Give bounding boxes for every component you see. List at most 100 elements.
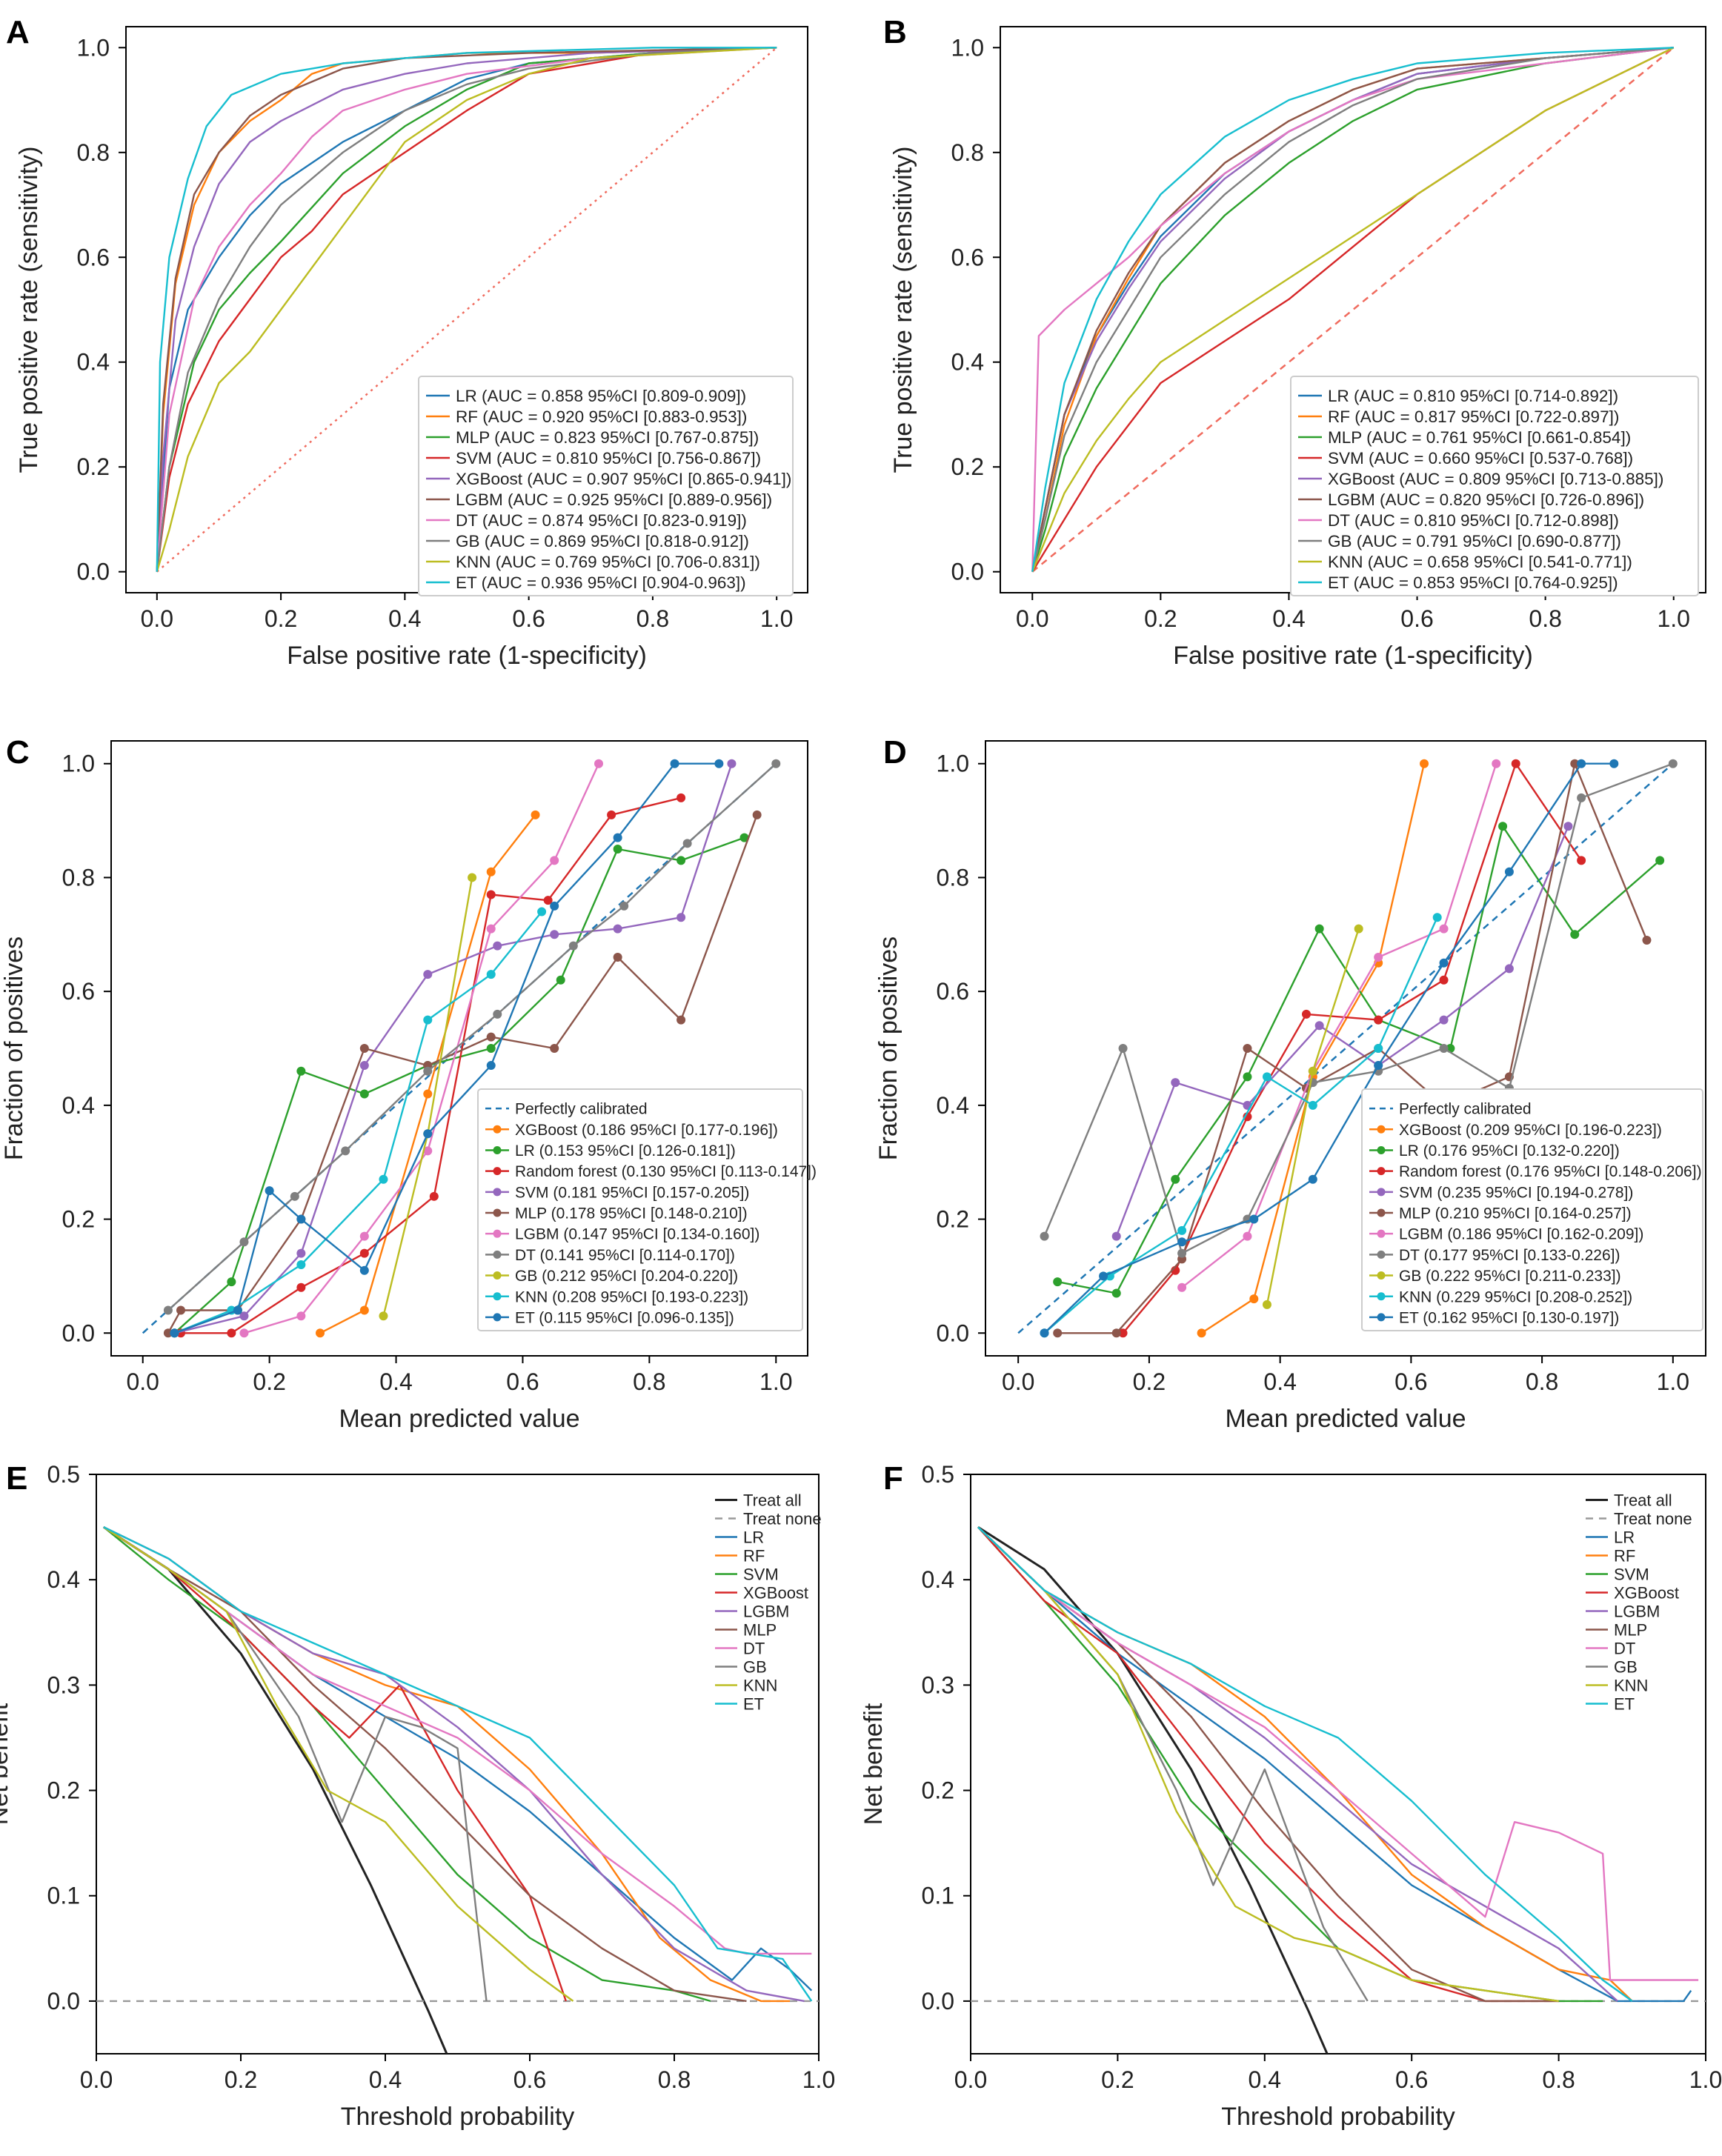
x-axis-label: False positive rate (1-specificity) [287, 642, 647, 670]
data-point [1177, 1248, 1187, 1258]
data-point [1563, 822, 1573, 831]
y-tick-label: 0.4 [62, 1092, 95, 1119]
series-line-dt [167, 762, 777, 1311]
y-tick-label: 0.6 [937, 978, 969, 1005]
data-point [341, 1146, 350, 1156]
data-point [1053, 1328, 1063, 1338]
data-point [1171, 1078, 1180, 1088]
legend-entry: MLP (0.178 95%CI [0.148-0.210]) [515, 1205, 748, 1222]
legend-marker [493, 1229, 502, 1238]
data-point [486, 1032, 496, 1042]
data-point [1577, 793, 1586, 802]
legend-entry: Perfectly calibrated [1399, 1101, 1532, 1118]
x-tick-label: 0.4 [1263, 1368, 1296, 1395]
series-line-et [1031, 47, 1674, 572]
legend-entry: ET (AUC = 0.936 95%CI [0.904-0.963]) [456, 573, 746, 592]
legend-marker [493, 1145, 502, 1154]
y-tick-label: 0.0 [47, 1988, 80, 2014]
y-tick-label: 0.2 [47, 1777, 80, 1804]
data-point [1177, 1225, 1187, 1235]
y-tick-label: 1.0 [77, 34, 110, 61]
plot-area [156, 47, 777, 573]
data-point [613, 924, 622, 934]
legend-marker [493, 1271, 502, 1280]
legend-entry: LR (AUC = 0.858 95%CI [0.809-0.909]) [456, 387, 746, 405]
data-point [752, 810, 762, 819]
data-point [682, 839, 692, 848]
x-tick-label: 0.2 [1101, 2066, 1134, 2093]
legend-marker [1377, 1229, 1386, 1238]
y-axis-label: Fraction of positives [0, 936, 28, 1160]
data-point [379, 1311, 388, 1321]
data-point [1262, 1072, 1271, 1082]
panel-e: E 0.0 0.2 0.4 0.6 0.8 1.0 0.0 0.1 0.2 0.3 0.4 0.5 Thr… [0, 1460, 835, 2131]
x-axis-label: Threshold probability [341, 2103, 575, 2131]
legend-entry: KNN [1614, 1676, 1648, 1694]
data-point [1053, 1277, 1063, 1287]
data-point [1197, 1328, 1206, 1338]
series-line-lr [977, 1526, 1692, 2003]
panel-label: B [883, 14, 907, 50]
data-point [613, 845, 622, 854]
x-axis-label: Mean predicted value [1225, 1405, 1466, 1433]
legend-marker [1377, 1271, 1386, 1280]
legend-entry: LGBM (AUC = 0.925 95%CI [0.889-0.956]) [456, 490, 772, 509]
series-line-svm [103, 1526, 711, 2003]
data-point [1374, 1015, 1383, 1025]
legend-entry: ET [1614, 1694, 1635, 1713]
x-tick-label: 0.0 [80, 2066, 113, 2093]
legend-marker [1377, 1292, 1386, 1301]
data-point [493, 941, 502, 951]
y-tick-label: 0.2 [77, 453, 110, 480]
data-point [429, 1191, 439, 1201]
y-tick-label: 0.1 [922, 1883, 954, 1909]
x-tick-label: 1.0 [1689, 2066, 1722, 2093]
data-point [486, 1061, 496, 1071]
data-point [423, 1015, 433, 1025]
legend-entry: Random forest (0.130 95%CI [0.113-0.147]… [515, 1163, 817, 1180]
legend-entry: Random forest (0.176 95%CI [0.148-0.206]… [1399, 1163, 1702, 1180]
legend: LR (AUC = 0.810 95%CI [0.714-0.892]) RF (… [1290, 376, 1699, 596]
series-line-et [1043, 762, 1615, 1334]
data-point [379, 1174, 388, 1184]
legend-entry: XGBoost [743, 1583, 808, 1602]
data-point [170, 1328, 179, 1338]
legend-marker [493, 1208, 502, 1217]
data-point [1498, 822, 1508, 831]
y-tick-label: 0.6 [77, 244, 110, 270]
x-tick-label: 0.8 [1529, 605, 1561, 632]
series-line-gb [1031, 47, 1674, 572]
y-tick-label: 0.4 [47, 1566, 80, 1593]
legend-marker [493, 1188, 502, 1197]
data-point [568, 941, 578, 951]
data-point [359, 1231, 369, 1241]
legend-entry: RF (AUC = 0.920 95%CI [0.883-0.953]) [456, 407, 747, 426]
legend-entry: ET (0.162 95%CI [0.130-0.197]) [1399, 1309, 1619, 1326]
y-tick-label: 1.0 [937, 751, 969, 777]
legend-marker [493, 1292, 502, 1301]
plot-frame [970, 1474, 1706, 2054]
x-tick-label: 0.6 [1394, 1368, 1427, 1395]
series-line-svm [1115, 825, 1569, 1237]
x-tick-label: 0.0 [141, 605, 173, 632]
data-point [550, 856, 559, 865]
legend-entry: XGBoost (0.209 95%CI [0.196-0.223]) [1399, 1122, 1662, 1139]
legend-entry: GB (AUC = 0.869 95%CI [0.818-0.912]) [456, 532, 749, 550]
data-point [1040, 1328, 1049, 1338]
data-point [676, 1015, 686, 1025]
legend-entry: GB [743, 1657, 767, 1676]
panel-label: A [6, 14, 30, 50]
data-point [1668, 759, 1678, 768]
legend-entry: RF [743, 1546, 765, 1565]
series-line-mlp [1057, 762, 1648, 1334]
data-point [676, 856, 686, 865]
y-tick-label: 0.6 [951, 244, 984, 270]
y-axis-label: Net benefit [0, 1703, 13, 1825]
data-point [1301, 1009, 1311, 1019]
legend-entry: KNN (0.229 95%CI [0.208-0.252]) [1399, 1288, 1632, 1305]
legend-marker [1377, 1188, 1386, 1197]
legend: Perfectly calibrated XGBoost (0.186 95%CI… [477, 1088, 817, 1331]
panel-f: F 0.0 0.2 0.4 0.6 0.8 1.0 0.0 0.1 0.2 0.3 0.4 0.5 Thr… [860, 1460, 1722, 2131]
panel-label: E [6, 1460, 27, 1497]
y-axis-label: Net benefit [860, 1703, 888, 1825]
